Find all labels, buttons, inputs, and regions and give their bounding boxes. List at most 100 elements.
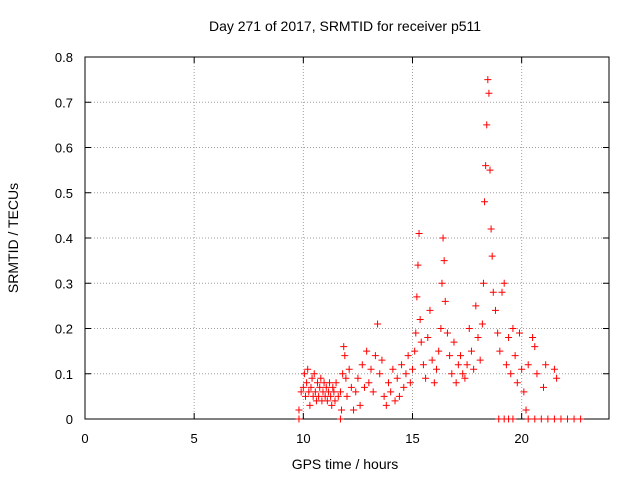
data-point bbox=[360, 383, 368, 391]
data-point bbox=[413, 293, 421, 301]
data-point bbox=[398, 361, 406, 369]
data-point bbox=[356, 401, 364, 409]
x-tick-label: 20 bbox=[514, 431, 528, 446]
data-point bbox=[513, 379, 521, 387]
x-tick-labels: 0 5 10 15 20 bbox=[81, 431, 529, 446]
data-point bbox=[326, 379, 334, 387]
data-point bbox=[297, 388, 305, 396]
data-point bbox=[463, 361, 471, 369]
data-point bbox=[334, 392, 342, 400]
data-point bbox=[342, 374, 350, 382]
y-tick-label: 0.1 bbox=[55, 367, 73, 382]
data-point bbox=[505, 334, 513, 342]
data-point bbox=[522, 406, 530, 414]
data-point bbox=[553, 374, 561, 382]
data-point bbox=[339, 370, 347, 378]
data-point bbox=[457, 352, 465, 360]
data-point bbox=[384, 379, 392, 387]
data-point bbox=[482, 162, 490, 170]
data-point bbox=[489, 288, 497, 296]
data-point bbox=[409, 365, 416, 373]
data-point bbox=[465, 325, 473, 332]
data-point bbox=[470, 365, 478, 373]
data-point bbox=[564, 415, 572, 423]
data-point bbox=[308, 374, 316, 382]
data-point bbox=[507, 370, 515, 378]
data-point bbox=[461, 374, 469, 382]
data-point bbox=[406, 379, 414, 387]
data-point bbox=[577, 415, 585, 423]
y-tick-label: 0.3 bbox=[55, 276, 73, 291]
data-point bbox=[428, 356, 436, 364]
y-tick-label: 0.4 bbox=[55, 231, 73, 246]
data-point bbox=[550, 365, 558, 373]
data-point bbox=[439, 234, 447, 242]
y-tick-labels: 0 0.1 0.2 0.3 0.4 0.5 0.6 0.7 0.8 bbox=[55, 50, 73, 427]
x-tick-label: 5 bbox=[191, 431, 198, 446]
data-point bbox=[485, 89, 493, 97]
data-point bbox=[524, 361, 532, 369]
data-point bbox=[306, 401, 314, 409]
data-point bbox=[317, 374, 325, 382]
data-point bbox=[496, 347, 504, 355]
data-point bbox=[486, 166, 494, 174]
data-point bbox=[378, 356, 386, 364]
x-tick-label: 15 bbox=[405, 431, 419, 446]
data-point bbox=[328, 401, 336, 409]
data-point bbox=[322, 383, 330, 391]
data-point bbox=[389, 365, 397, 373]
data-point bbox=[474, 334, 482, 342]
data-point bbox=[303, 379, 311, 387]
y-axis-label: SRMTID / TECUs bbox=[5, 183, 21, 293]
data-point bbox=[330, 388, 338, 396]
data-point bbox=[542, 361, 550, 369]
data-point bbox=[550, 415, 558, 423]
data-point bbox=[323, 397, 331, 405]
data-point bbox=[382, 401, 390, 409]
data-point bbox=[540, 383, 547, 391]
y-tick-label: 0 bbox=[66, 412, 73, 427]
data-point bbox=[336, 415, 344, 423]
data-point bbox=[338, 406, 346, 414]
data-point bbox=[426, 306, 434, 314]
data-point bbox=[476, 356, 484, 364]
data-point bbox=[332, 379, 340, 387]
data-point bbox=[531, 343, 539, 351]
data-point bbox=[524, 415, 532, 423]
data-point bbox=[316, 383, 324, 391]
y-tick-label: 0.8 bbox=[55, 50, 73, 65]
data-point bbox=[437, 325, 445, 332]
data-point bbox=[452, 379, 460, 387]
data-point bbox=[371, 352, 379, 360]
data-point bbox=[314, 379, 322, 387]
data-point bbox=[500, 279, 508, 287]
data-point bbox=[341, 352, 349, 360]
data-point bbox=[304, 365, 312, 373]
data-point bbox=[509, 415, 517, 423]
data-point bbox=[488, 252, 496, 260]
data-point bbox=[376, 370, 384, 378]
data-point bbox=[494, 329, 502, 337]
data-point bbox=[402, 370, 410, 378]
data-point bbox=[343, 392, 351, 400]
x-tick-label: 10 bbox=[296, 431, 310, 446]
data-point bbox=[310, 370, 318, 378]
axis-ticks bbox=[84, 56, 609, 420]
grid-lines bbox=[85, 57, 609, 419]
data-point bbox=[422, 374, 430, 382]
data-point bbox=[358, 361, 366, 369]
data-point bbox=[395, 392, 403, 400]
data-point bbox=[350, 406, 358, 414]
data-point bbox=[367, 365, 375, 373]
data-point bbox=[533, 370, 541, 378]
data-point bbox=[430, 379, 438, 387]
data-point bbox=[414, 261, 422, 269]
x-axis-label: GPS time / hours bbox=[292, 456, 399, 472]
data-point bbox=[411, 347, 419, 355]
data-point bbox=[336, 388, 344, 396]
data-point bbox=[412, 329, 420, 337]
data-point bbox=[443, 329, 451, 337]
data-point bbox=[529, 334, 537, 342]
data-point bbox=[387, 388, 395, 396]
data-point bbox=[299, 383, 307, 391]
